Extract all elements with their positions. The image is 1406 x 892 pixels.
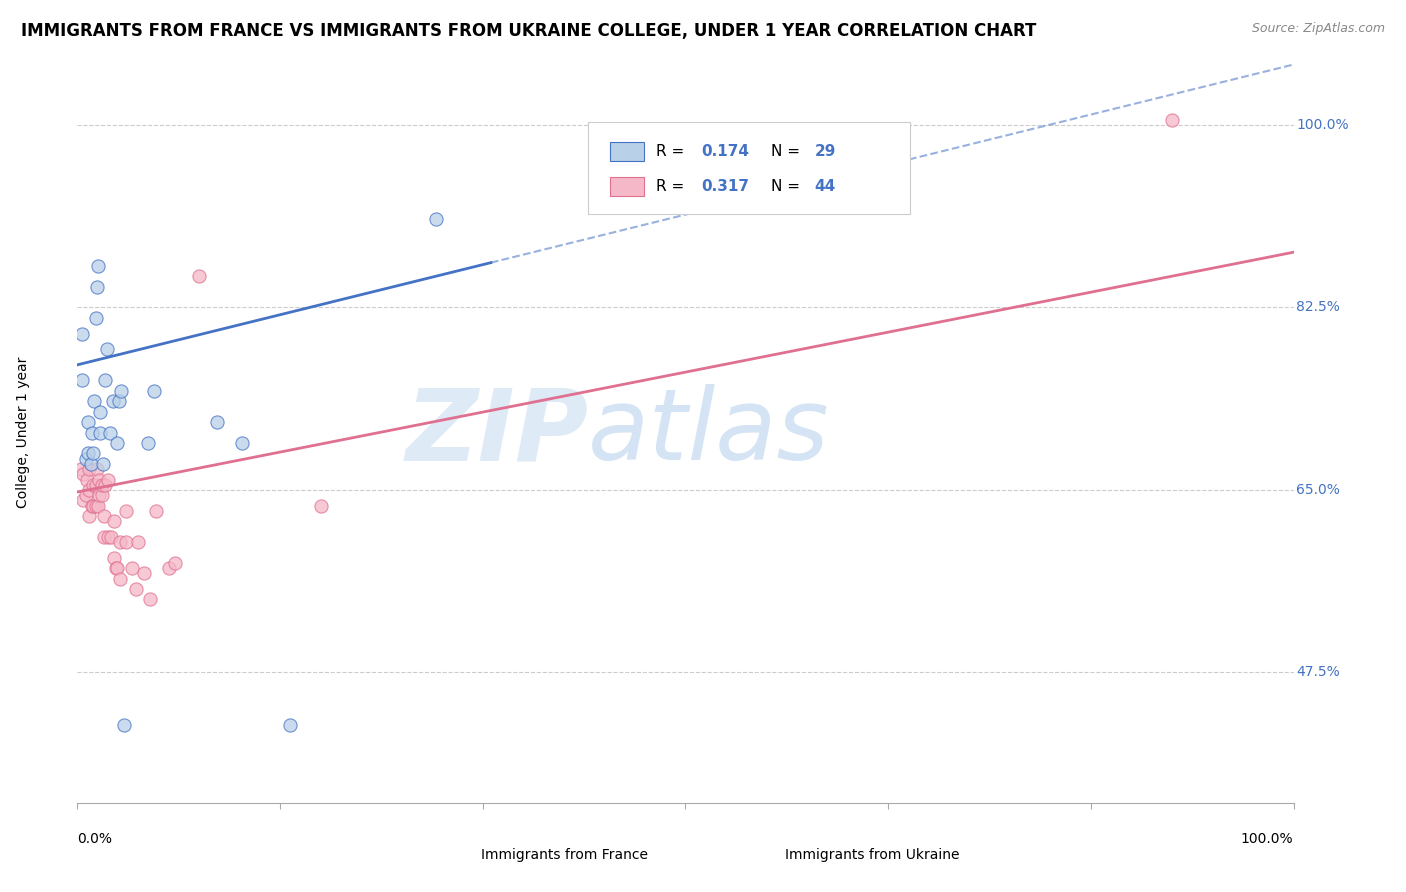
Point — [145, 504, 167, 518]
Point — [101, 394, 124, 409]
Text: atlas: atlas — [588, 384, 830, 481]
Point — [205, 415, 228, 429]
Text: 0.0%: 0.0% — [77, 832, 112, 847]
Point — [77, 446, 100, 460]
Point — [96, 342, 118, 356]
Point — [98, 425, 121, 440]
Point — [79, 509, 101, 524]
Text: 44: 44 — [814, 179, 835, 194]
Point — [278, 717, 301, 731]
Point — [86, 279, 108, 293]
Point — [77, 415, 100, 429]
Point — [105, 561, 128, 575]
Text: IMMIGRANTS FROM FRANCE VS IMMIGRANTS FROM UKRAINE COLLEGE, UNDER 1 YEAR CORRELAT: IMMIGRANTS FROM FRANCE VS IMMIGRANTS FRO… — [21, 22, 1036, 40]
Point — [94, 374, 117, 388]
Point — [75, 488, 97, 502]
Text: Immigrants from France: Immigrants from France — [481, 847, 648, 862]
Point — [127, 535, 149, 549]
Point — [79, 483, 101, 497]
Point — [89, 488, 111, 502]
Point — [107, 436, 129, 450]
Point — [93, 509, 115, 524]
Point — [91, 457, 114, 471]
Point — [86, 462, 108, 476]
Text: 100.0%: 100.0% — [1241, 832, 1294, 847]
Point — [108, 572, 131, 586]
Point — [70, 374, 93, 388]
Point — [142, 384, 165, 398]
Point — [125, 582, 148, 596]
Bar — [436, 846, 470, 863]
Point — [94, 477, 117, 491]
Text: 0.174: 0.174 — [702, 144, 749, 159]
Text: N =: N = — [770, 144, 804, 159]
Point — [115, 535, 138, 549]
Point — [100, 530, 122, 544]
Point — [82, 499, 104, 513]
Point — [82, 477, 104, 491]
Point — [75, 451, 97, 466]
Text: R =: R = — [657, 179, 689, 194]
Point — [108, 535, 131, 549]
Point — [103, 550, 125, 565]
Point — [80, 425, 103, 440]
Point — [83, 394, 105, 409]
Text: ZIP: ZIP — [405, 384, 588, 481]
Point — [90, 488, 112, 502]
Point — [84, 477, 107, 491]
Point — [157, 561, 180, 575]
Point — [89, 425, 111, 440]
Text: College, Under 1 year: College, Under 1 year — [15, 357, 30, 508]
Point — [72, 493, 94, 508]
Point — [425, 211, 447, 226]
Point — [84, 499, 107, 513]
Point — [112, 717, 135, 731]
Point — [90, 477, 112, 491]
Point — [107, 394, 129, 409]
Point — [79, 462, 101, 476]
Bar — [610, 142, 644, 161]
Point — [231, 436, 253, 450]
Point — [139, 592, 162, 607]
Point — [103, 514, 125, 528]
Point — [1161, 112, 1184, 127]
Point — [121, 561, 143, 575]
Bar — [610, 178, 644, 196]
Text: Immigrants from Ukraine: Immigrants from Ukraine — [785, 847, 960, 862]
Point — [70, 326, 93, 341]
Point — [80, 457, 103, 471]
Text: 65.0%: 65.0% — [1296, 483, 1340, 497]
Point — [76, 473, 98, 487]
Point — [115, 504, 138, 518]
Point — [89, 473, 111, 487]
Point — [93, 530, 115, 544]
Text: N =: N = — [770, 179, 804, 194]
Point — [89, 405, 111, 419]
Point — [97, 473, 120, 487]
Text: 82.5%: 82.5% — [1296, 301, 1340, 315]
Text: 47.5%: 47.5% — [1296, 665, 1340, 680]
Point — [134, 566, 156, 581]
Point — [309, 499, 332, 513]
Text: 0.317: 0.317 — [702, 179, 749, 194]
Point — [84, 310, 107, 325]
Point — [163, 556, 186, 570]
Text: Source: ZipAtlas.com: Source: ZipAtlas.com — [1251, 22, 1385, 36]
Point — [188, 269, 211, 284]
Point — [80, 499, 103, 513]
Text: R =: R = — [657, 144, 689, 159]
Point — [97, 530, 120, 544]
Text: 100.0%: 100.0% — [1296, 118, 1348, 132]
Point — [70, 462, 93, 476]
Point — [87, 499, 110, 513]
Point — [110, 384, 132, 398]
Point — [107, 561, 129, 575]
Point — [136, 436, 159, 450]
Text: 29: 29 — [814, 144, 835, 159]
Point — [87, 259, 110, 273]
Bar — [740, 846, 775, 863]
FancyBboxPatch shape — [588, 121, 911, 214]
Point — [72, 467, 94, 482]
Point — [82, 446, 104, 460]
